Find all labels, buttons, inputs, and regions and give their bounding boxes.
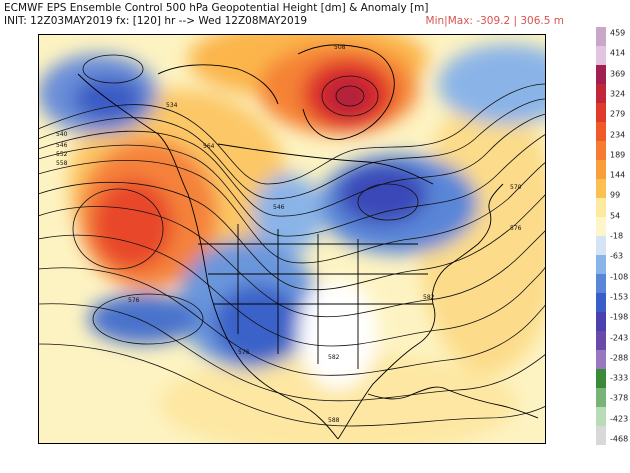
map-title: ECMWF EPS Ensemble Control 500 hPa Geopo…	[4, 2, 429, 14]
colorbar-swatch	[596, 426, 606, 445]
colorbar-swatch	[596, 141, 606, 161]
colorbar-tick-label: 234	[610, 130, 626, 139]
contour-label: 588	[328, 417, 340, 424]
colorbar-tick-label: -423	[610, 414, 629, 424]
contour-label: 508	[334, 44, 346, 51]
colorbar-swatch	[596, 160, 606, 180]
contour-label: 582	[423, 294, 435, 301]
colorbar-tick-label: -333	[610, 373, 629, 383]
init-forecast-line: INIT: 12Z03MAY2019 fx: [120] hr --> Wed …	[4, 15, 308, 27]
colorbar-swatch	[596, 350, 606, 370]
colorbar-tick-label: 99	[610, 190, 621, 200]
weather-map: 534 540 546 552 558 564 570 576 582 588 …	[38, 34, 546, 444]
colorbar-swatch	[596, 293, 606, 313]
colorbar-tick-label: 144	[610, 170, 626, 180]
colorbar-swatch	[596, 46, 606, 66]
colorbar-tick-label: 279	[610, 109, 626, 119]
contour-label: 552	[56, 151, 68, 158]
colorbar-tick-label: -243	[610, 333, 629, 342]
contour-label: 546	[56, 142, 68, 149]
contour-label: 558	[56, 160, 68, 167]
contour-label: 546	[273, 204, 285, 211]
colorbar-tick-label: 189	[610, 150, 626, 160]
colorbar-swatch	[596, 388, 606, 408]
contour-label: 576	[128, 297, 140, 304]
contour-labels: 534 540 546 552 558 564 570 576 582 588 …	[56, 44, 522, 424]
colorbar-swatch	[596, 198, 606, 218]
contour-label: 534	[166, 102, 178, 109]
min-max-readout: Min|Max: -309.2 | 306.5 m	[425, 15, 564, 27]
colorbar-tick-label: -198	[610, 312, 629, 322]
colorbar-tick-label: -468	[610, 434, 629, 444]
colorbar-tick-label: 54	[610, 211, 621, 221]
colorbar-swatch	[596, 103, 606, 123]
colorbar-swatch	[596, 407, 606, 427]
colorbar-swatch	[596, 65, 606, 85]
contour-label: 576	[238, 349, 250, 356]
contour-label: 564	[203, 143, 215, 150]
colorbar-swatch	[596, 27, 606, 47]
map-frame	[38, 34, 546, 444]
colorbar-swatch	[596, 236, 606, 256]
colorbar-swatch	[596, 84, 606, 104]
colorbar	[596, 27, 606, 445]
coastlines	[77, 44, 539, 440]
colorbar-tick-label: -288	[610, 353, 629, 363]
colorbar-tick-label: -18	[610, 231, 624, 241]
contour-label: 582	[328, 354, 340, 361]
colorbar-tick-label: 324	[610, 89, 626, 99]
colorbar-tick-label: -63	[610, 251, 624, 261]
colorbar-tick-label: 414	[610, 48, 626, 58]
colorbar-swatch	[596, 331, 606, 351]
contour-label: 576	[510, 225, 522, 232]
contour-label: 570	[510, 184, 522, 191]
height-contours	[38, 54, 546, 427]
colorbar-swatch	[596, 312, 606, 332]
colorbar-swatch	[596, 179, 606, 199]
colorbar-swatch	[596, 217, 606, 237]
contour-label: 540	[56, 131, 68, 138]
colorbar-swatch	[596, 274, 606, 294]
anomaly-fill	[38, 34, 546, 444]
colorbar-tick-label: 369	[610, 69, 626, 79]
colorbar-tick-label: 459	[610, 28, 626, 38]
colorbar-swatch	[596, 369, 606, 389]
colorbar-tick-label: -378	[610, 393, 629, 403]
colorbar-tick-label: -153	[610, 292, 629, 302]
colorbar-swatch	[596, 255, 606, 275]
colorbar-swatch	[596, 122, 606, 142]
colorbar-tick-label: -108	[610, 272, 629, 282]
